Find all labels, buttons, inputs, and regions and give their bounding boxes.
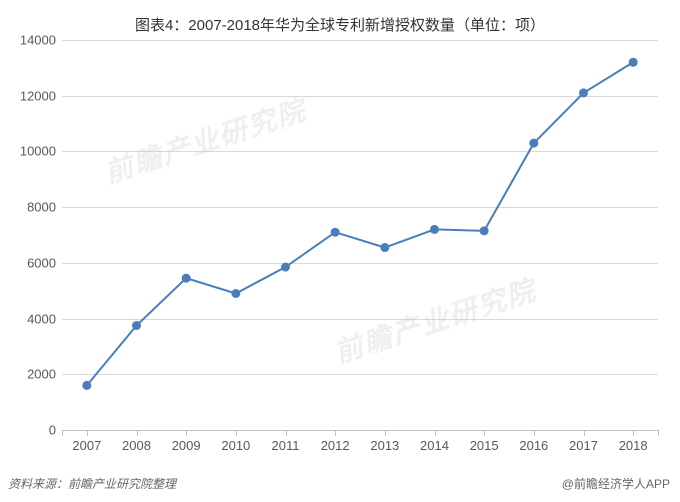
x-tick (584, 430, 585, 436)
series-line (87, 62, 633, 385)
x-axis-label: 2013 (370, 438, 399, 453)
x-tick (335, 430, 336, 436)
x-tick (137, 430, 138, 436)
x-axis-label: 2015 (470, 438, 499, 453)
chart-title: 图表4：2007-2018年华为全球专利新增授权数量（单位：项） (0, 0, 680, 35)
x-tick (286, 430, 287, 436)
x-tick (236, 430, 237, 436)
x-axis-label: 2010 (221, 438, 250, 453)
y-axis-label: 6000 (27, 255, 56, 270)
data-marker (281, 263, 290, 272)
data-marker (82, 381, 91, 390)
x-tick (385, 430, 386, 436)
x-tick (186, 430, 187, 436)
x-axis-label: 2018 (619, 438, 648, 453)
x-axis-label: 2016 (519, 438, 548, 453)
source-text: 资料来源：前瞻产业研究院整理 (8, 475, 176, 492)
data-marker (430, 225, 439, 234)
data-marker (579, 88, 588, 97)
x-tick (87, 430, 88, 436)
x-tick (435, 430, 436, 436)
data-marker (529, 139, 538, 148)
x-tick (534, 430, 535, 436)
y-axis-label: 10000 (20, 144, 56, 159)
x-axis-label: 2009 (172, 438, 201, 453)
x-tick (633, 430, 634, 436)
x-tick (484, 430, 485, 436)
attribution-text: @前瞻经济学人APP (562, 475, 670, 492)
x-tick (658, 430, 659, 436)
x-axis-label: 2017 (569, 438, 598, 453)
y-axis-label: 14000 (20, 33, 56, 48)
data-marker (231, 289, 240, 298)
line-plot (62, 40, 658, 430)
data-marker (331, 228, 340, 237)
x-axis-label: 2012 (321, 438, 350, 453)
y-axis-label: 2000 (27, 367, 56, 382)
chart-area: 02000400060008000100001200014000 2007200… (0, 40, 680, 460)
data-marker (132, 321, 141, 330)
x-axis-label: 2011 (272, 438, 300, 453)
x-axis-label: 2007 (72, 438, 101, 453)
x-tick (62, 430, 63, 436)
y-axis-label: 12000 (20, 88, 56, 103)
y-axis-label: 8000 (27, 200, 56, 215)
data-marker (480, 226, 489, 235)
data-marker (629, 58, 638, 67)
x-axis-line (62, 430, 658, 431)
data-marker (380, 243, 389, 252)
x-axis-label: 2008 (122, 438, 151, 453)
x-axis-label: 2014 (420, 438, 449, 453)
y-axis-label: 4000 (27, 311, 56, 326)
y-axis-label: 0 (49, 423, 56, 438)
data-marker (182, 274, 191, 283)
